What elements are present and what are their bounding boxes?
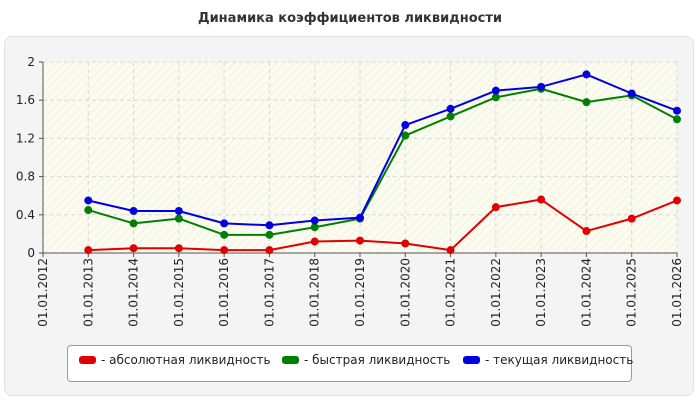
data-point xyxy=(627,214,636,223)
y-tick-label: 1.2 xyxy=(16,131,35,145)
data-point xyxy=(265,246,274,255)
y-tick-label: 0 xyxy=(27,246,35,260)
data-point xyxy=(84,206,93,215)
x-tick-label: 01.01.2014 xyxy=(127,258,141,327)
legend-swatch-current xyxy=(463,356,480,364)
data-point xyxy=(356,236,364,245)
data-point xyxy=(582,227,591,236)
legend-swatch-quick xyxy=(282,356,299,364)
chart-title: Динамика коэффициентов ликвидности xyxy=(198,11,502,26)
data-point xyxy=(673,115,681,124)
data-point xyxy=(446,112,455,121)
x-tick-label: 01.01.2017 xyxy=(262,258,276,327)
data-point xyxy=(673,196,681,205)
legend-label-absolute: - абсолютная ликвидность xyxy=(101,353,271,367)
x-tick-label: 01.01.2020 xyxy=(398,258,412,327)
data-point xyxy=(174,214,183,223)
data-point xyxy=(265,230,274,239)
x-tick-label: 01.01.2012 xyxy=(36,258,50,327)
x-tick-label: 01.01.2018 xyxy=(308,258,322,327)
x-tick-label: 01.01.2022 xyxy=(489,258,503,327)
legend-label-quick: - быстрая ликвидность xyxy=(304,353,451,367)
y-tick-label: 2 xyxy=(27,55,35,69)
data-point xyxy=(310,237,319,246)
data-point xyxy=(582,70,591,79)
series-line xyxy=(88,73,678,227)
data-point xyxy=(84,196,93,205)
data-point xyxy=(491,203,500,212)
x-tick-label: 01.01.2025 xyxy=(625,258,639,327)
series-line xyxy=(88,87,678,236)
legend-item-quick: - быстрая ликвидность xyxy=(282,353,450,367)
series-2 xyxy=(84,70,681,230)
data-point xyxy=(537,82,546,91)
legend-item-current: - текущая ликвидность xyxy=(463,353,633,367)
x-tick-label: 01.01.2015 xyxy=(172,258,186,327)
series-0 xyxy=(84,195,681,255)
data-point xyxy=(129,206,138,215)
x-tick-label: 01.01.2019 xyxy=(353,258,367,327)
data-point xyxy=(356,213,364,222)
data-point xyxy=(220,219,229,228)
data-point xyxy=(310,223,319,232)
data-point xyxy=(627,89,636,98)
data-point xyxy=(220,246,229,255)
legend-label-current: - текущая ликвидность xyxy=(485,353,634,367)
y-tick-label: 0.4 xyxy=(16,208,35,222)
data-point xyxy=(401,121,410,130)
y-tick-label: 1.6 xyxy=(16,93,35,107)
data-point xyxy=(582,98,591,107)
data-point xyxy=(265,221,274,230)
data-point xyxy=(310,216,319,225)
data-point xyxy=(446,104,455,113)
data-point xyxy=(491,86,500,95)
data-point xyxy=(174,206,183,215)
data-point xyxy=(129,219,138,228)
x-tick-label: 01.01.2026 xyxy=(670,258,684,327)
legend-item-absolute: - абсолютная ликвидность xyxy=(79,353,271,367)
legend: - абсолютная ликвидность - быстрая ликви… xyxy=(67,345,633,382)
legend-swatch-absolute xyxy=(79,356,96,364)
x-tick-label: 01.01.2024 xyxy=(579,258,593,327)
data-point xyxy=(401,131,410,140)
data-point xyxy=(491,93,500,102)
data-point xyxy=(220,230,229,239)
data-point xyxy=(537,195,546,204)
data-point xyxy=(673,106,681,115)
data-point xyxy=(84,246,93,255)
x-tick-label: 01.01.2023 xyxy=(534,258,548,327)
x-tick-label: 01.01.2016 xyxy=(217,258,231,327)
x-tick-label: 01.01.2013 xyxy=(81,258,95,327)
y-tick-label: 0.8 xyxy=(16,170,35,184)
x-tick-label: 01.01.2021 xyxy=(444,258,458,327)
data-point xyxy=(446,246,455,255)
series-line xyxy=(88,198,678,252)
data-point xyxy=(401,239,410,248)
data-point xyxy=(174,244,183,253)
data-point xyxy=(129,244,138,253)
